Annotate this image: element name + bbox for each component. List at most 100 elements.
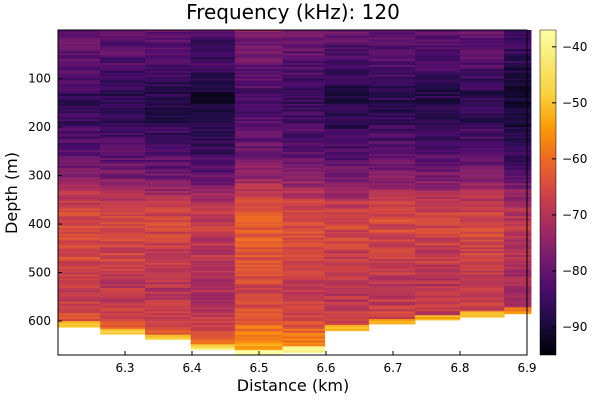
heatmap-cell: [460, 251, 505, 254]
heatmap-cell: [324, 212, 370, 215]
heatmap-cell: [324, 189, 370, 192]
heatmap-cell: [368, 187, 416, 190]
heatmap-cell: [100, 260, 146, 264]
heatmap-cell: [100, 47, 146, 50]
heatmap-cell: [234, 161, 283, 165]
heatmap-cell: [100, 130, 146, 134]
heatmap-cell: [368, 257, 416, 260]
heatmap-cell: [504, 80, 532, 83]
heatmap-cell: [145, 148, 192, 151]
heatmap-cell: [190, 274, 236, 277]
heatmap-cell: [324, 272, 370, 275]
heatmap-cell: [234, 214, 283, 217]
heatmap-cell: [58, 90, 101, 93]
heatmap-cell: [58, 284, 101, 287]
heatmap-cell: [460, 152, 505, 155]
heatmap-cell: [100, 264, 146, 268]
heatmap-cell: [460, 253, 505, 256]
heatmap-cell: [324, 233, 370, 237]
heatmap-cell: [234, 225, 283, 229]
heatmap-cell: [190, 210, 236, 213]
y-tick-label: 300: [28, 169, 51, 183]
heatmap-cell: [504, 39, 532, 43]
heatmap-cell: [368, 123, 416, 126]
heatmap-cell: [190, 196, 236, 200]
heatmap-cell: [145, 76, 192, 79]
heatmap-cell: [58, 41, 101, 44]
heatmap-cell: [58, 299, 101, 303]
heatmap-cell: [58, 33, 101, 37]
heatmap-cell: [282, 144, 326, 147]
heatmap-cell: [145, 33, 192, 37]
heatmap-cell: [415, 204, 461, 207]
heatmap-cell: [100, 225, 146, 229]
heatmap-cell: [100, 276, 146, 279]
heatmap-cell: [460, 59, 505, 62]
heatmap-cell: [100, 189, 146, 192]
heatmap-cell: [145, 268, 192, 271]
heatmap-cell: [324, 123, 370, 126]
heatmap-cell: [190, 43, 236, 46]
heatmap-cell: [234, 64, 283, 68]
heatmap-cell: [460, 305, 505, 308]
heatmap-cell: [368, 291, 416, 295]
heatmap-cell: [504, 290, 532, 293]
heatmap-cell: [234, 346, 283, 349]
heatmap-cell: [100, 45, 146, 48]
heatmap-cell: [190, 55, 236, 58]
heatmap-cell: [460, 97, 505, 101]
heatmap-cell: [368, 290, 416, 293]
heatmap-cell: [58, 192, 101, 196]
heatmap-cell: [234, 342, 283, 345]
heatmap-cell: [460, 249, 505, 252]
heatmap-cell: [504, 235, 532, 239]
heatmap-cell: [460, 74, 505, 77]
heatmap-cell: [234, 291, 283, 295]
heatmap-cell: [460, 276, 505, 279]
heatmap-cell: [368, 35, 416, 39]
heatmap-cell: [324, 262, 370, 266]
heatmap-cell: [368, 319, 416, 322]
heatmap-cell: [324, 224, 370, 227]
heatmap-cell: [415, 37, 461, 41]
heatmap-cell: [282, 171, 326, 174]
heatmap-cell: [415, 253, 461, 256]
heatmap-cell: [368, 225, 416, 229]
heatmap-cell: [368, 208, 416, 211]
heatmap-cell: [324, 49, 370, 52]
heatmap-cell: [282, 212, 326, 215]
heatmap-cell: [324, 70, 370, 74]
heatmap-cell: [145, 103, 192, 107]
heatmap-cell: [190, 282, 236, 285]
heatmap-cell: [100, 317, 146, 320]
heatmap-cell: [282, 175, 326, 178]
x-axis-ticks: 6.3 6.4 6.5 6.6 6.7 6.8 6.9: [115, 351, 537, 375]
heatmap-cell: [145, 237, 192, 240]
heatmap-cell: [460, 148, 505, 151]
heatmap-cell: [368, 212, 416, 215]
heatmap-cell: [100, 99, 146, 103]
heatmap-cell: [504, 99, 532, 103]
heatmap-cell: [282, 107, 326, 110]
heatmap-cell: [234, 86, 283, 89]
heatmap-cell: [58, 136, 101, 140]
heatmap-cell: [100, 266, 146, 270]
heatmap-cell: [58, 95, 101, 99]
heatmap-cell: [324, 125, 370, 128]
heatmap-cell: [504, 210, 532, 213]
heatmap-cell: [368, 169, 416, 173]
heatmap-cell: [282, 105, 326, 109]
heatmap-cell: [234, 216, 283, 219]
heatmap-cell: [415, 206, 461, 209]
heatmap-cell: [460, 278, 505, 281]
heatmap-cell: [234, 311, 283, 314]
heatmap-cell: [100, 297, 146, 301]
heatmap-cell: [415, 270, 461, 273]
heatmap-cell: [368, 288, 416, 291]
heatmap-cell: [100, 208, 146, 211]
heatmap-cell: [460, 132, 505, 136]
heatmap-cell: [324, 142, 370, 145]
heatmap-cell: [504, 282, 532, 285]
heatmap-cell: [100, 92, 146, 95]
heatmap-cell: [58, 140, 101, 143]
